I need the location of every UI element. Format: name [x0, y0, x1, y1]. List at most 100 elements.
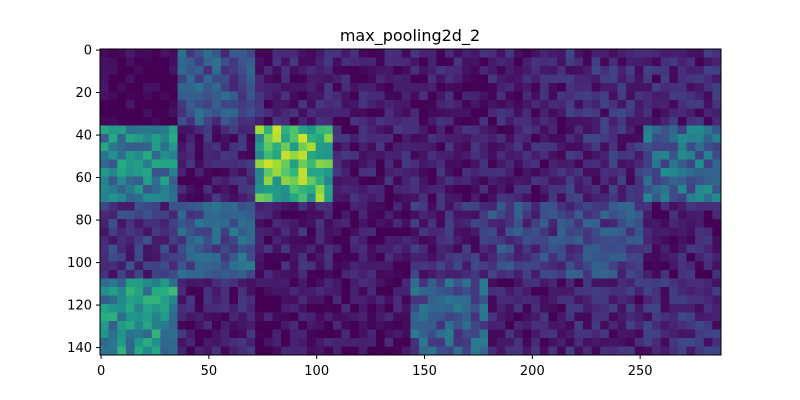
activation-cell: [177, 261, 187, 271]
activation-cell: [660, 321, 670, 330]
activation-cell: [445, 66, 454, 75]
activation-cell: [229, 295, 239, 305]
activation-cell: [652, 202, 661, 211]
activation-cell: [643, 227, 653, 237]
activation-cell: [220, 261, 230, 271]
activation-cell: [125, 236, 135, 245]
activation-cell: [505, 329, 515, 339]
activation-cell: [272, 117, 282, 126]
activation-cell: [281, 74, 291, 84]
activation-cell: [660, 227, 670, 237]
activation-cell: [445, 295, 454, 305]
activation-cell: [462, 193, 472, 203]
activation-cell: [350, 227, 360, 237]
activation-cell: [712, 329, 722, 339]
activation-cell: [419, 278, 429, 288]
activation-cell: [643, 57, 653, 67]
activation-cell: [160, 66, 170, 75]
activation-cell: [574, 244, 584, 254]
activation-cell: [151, 49, 161, 58]
activation-cell: [531, 117, 541, 126]
activation-cell: [238, 312, 247, 322]
activation-cell: [686, 346, 696, 356]
activation-cell: [212, 125, 222, 135]
activation-cell: [367, 329, 377, 339]
activation-cell: [410, 49, 420, 58]
activation-cell: [281, 83, 291, 92]
activation-cell: [712, 134, 722, 143]
activation-cell: [315, 57, 325, 67]
activation-cell: [686, 91, 696, 101]
activation-cell: [669, 338, 679, 347]
activation-cell: [531, 134, 541, 143]
activation-cell: [479, 261, 489, 271]
activation-cell: [238, 261, 247, 271]
activation-cell: [496, 57, 506, 67]
activation-cell: [652, 100, 661, 109]
activation-cell: [514, 74, 523, 84]
activation-cell: [574, 329, 584, 339]
activation-cell: [583, 117, 592, 126]
activation-cell: [462, 236, 472, 245]
activation-cell: [307, 312, 316, 322]
activation-cell: [531, 91, 541, 101]
activation-cell: [617, 202, 627, 211]
activation-cell: [436, 321, 446, 330]
activation-cell: [669, 321, 679, 330]
activation-cell: [143, 321, 153, 330]
activation-cell: [160, 329, 170, 339]
activation-cell: [548, 134, 558, 143]
activation-cell: [453, 287, 463, 296]
activation-cell: [134, 253, 144, 262]
activation-cell: [652, 329, 661, 339]
activation-cell: [281, 117, 291, 126]
activation-cell: [419, 346, 429, 356]
activation-cell: [583, 253, 592, 262]
activation-cell: [514, 236, 523, 245]
activation-cell: [246, 66, 256, 75]
activation-cell: [522, 185, 532, 194]
activation-cell: [307, 278, 316, 288]
activation-cell: [600, 244, 610, 254]
activation-cell: [238, 253, 247, 262]
activation-cell: [496, 168, 506, 177]
activation-cell: [453, 100, 463, 109]
activation-cell: [583, 49, 592, 58]
activation-cell: [238, 159, 247, 169]
activation-cell: [151, 100, 161, 109]
activation-cell: [419, 202, 429, 211]
activation-cell: [298, 227, 308, 237]
activation-cell: [617, 304, 627, 313]
activation-cell: [583, 236, 592, 245]
activation-cell: [514, 168, 523, 177]
activation-cell: [695, 270, 705, 279]
activation-cell: [350, 134, 360, 143]
activation-cell: [712, 185, 722, 194]
activation-cell: [410, 278, 420, 288]
activation-cell: [177, 236, 187, 245]
activation-cell: [324, 108, 334, 118]
activation-cell: [427, 74, 437, 84]
activation-cell: [686, 176, 696, 186]
activation-cell: [703, 312, 713, 322]
activation-cell: [712, 312, 722, 322]
activation-cell: [298, 244, 308, 254]
activation-cell: [220, 134, 230, 143]
activation-cell: [125, 57, 135, 67]
activation-cell: [712, 236, 722, 245]
activation-cell: [445, 219, 454, 228]
activation-cell: [203, 210, 213, 220]
activation-cell: [367, 151, 377, 160]
activation-cell: [194, 185, 204, 194]
activation-cell: [332, 125, 342, 135]
activation-cell: [686, 312, 696, 322]
activation-cell: [358, 278, 368, 288]
activation-cell: [367, 168, 377, 177]
activation-cell: [212, 100, 222, 109]
activation-cell: [652, 66, 661, 75]
activation-cell: [125, 346, 135, 356]
activation-cell: [307, 117, 316, 126]
activation-cell: [134, 66, 144, 75]
activation-cell: [453, 134, 463, 143]
activation-cell: [574, 168, 584, 177]
